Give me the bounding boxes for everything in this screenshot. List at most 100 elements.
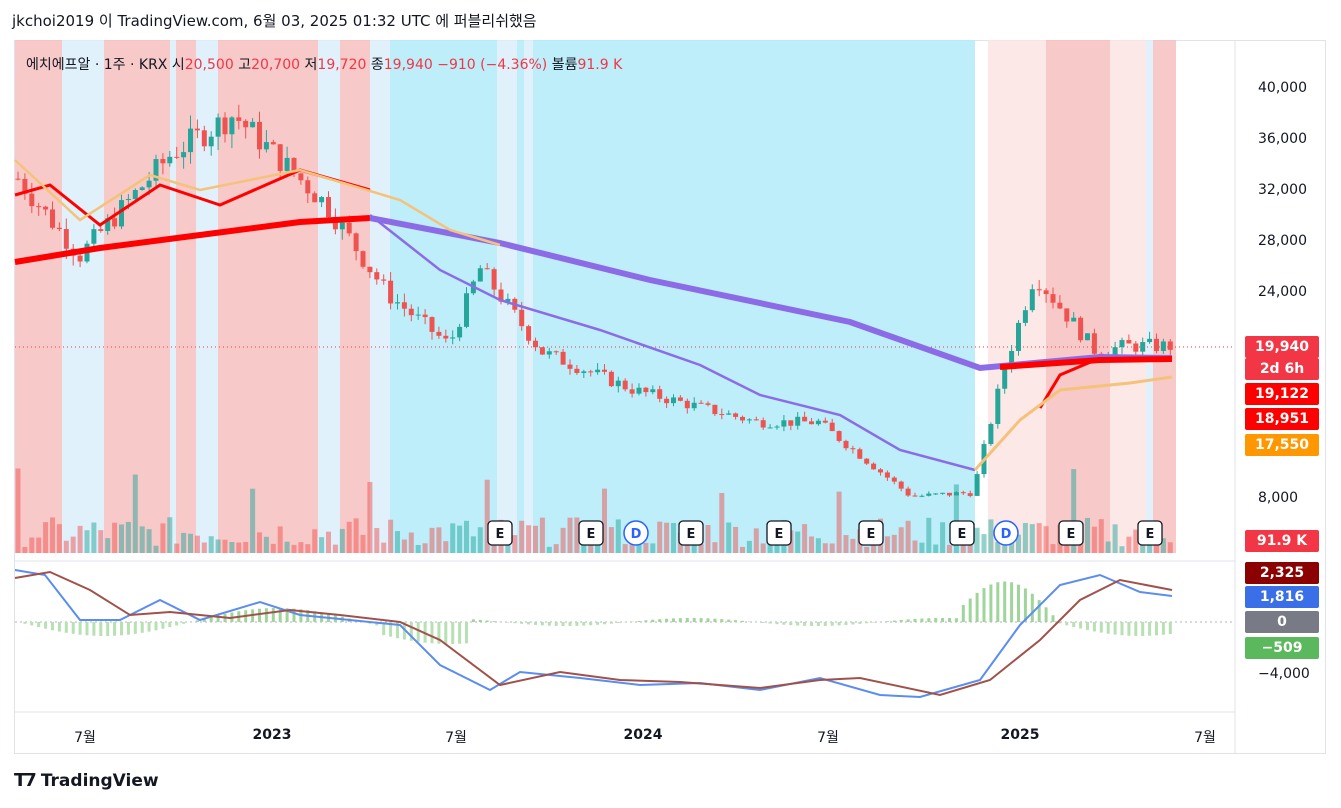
candle-body-23	[174, 156, 180, 158]
earnings-marker-label-4: E	[775, 527, 784, 542]
candle-body-126	[884, 472, 890, 478]
earnings-marker-1	[578, 520, 604, 546]
candle-body-52	[374, 272, 380, 280]
candle-body-30	[222, 117, 228, 135]
candle-body-54	[388, 280, 394, 304]
volume-bar-58	[415, 545, 421, 553]
candle-body-152	[1064, 308, 1070, 322]
candle-body-118	[829, 422, 835, 432]
candle-body-98	[691, 402, 697, 409]
volume-bar-146	[1022, 522, 1028, 553]
legend-high: 20,700	[251, 57, 301, 73]
candle-body-19	[146, 180, 152, 188]
candle-body-99	[698, 402, 704, 404]
candle-body-149	[1043, 290, 1049, 295]
volume-bar-94	[664, 522, 670, 553]
volume-bar-143	[1002, 541, 1008, 553]
volume-bar-49	[353, 518, 359, 553]
background-band-13	[524, 40, 533, 553]
volume-bar-11	[91, 522, 97, 553]
volume-bar-64	[457, 525, 463, 553]
volume-bar-101	[712, 542, 718, 553]
candle-body-67	[477, 268, 483, 282]
volume-bar-65	[464, 520, 469, 553]
dividend-marker-7	[993, 520, 1019, 546]
earnings-marker-5	[858, 520, 884, 546]
volume-bar-157	[1098, 519, 1104, 553]
candle-body-84	[595, 369, 601, 373]
background-band-17	[1110, 40, 1146, 553]
candle-body-63	[450, 337, 456, 339]
candle-body-123	[864, 458, 870, 464]
background-band-1	[62, 40, 104, 553]
candle-body-156	[1091, 333, 1097, 354]
volume-bar-81	[574, 517, 580, 553]
candle-body-101	[712, 404, 718, 415]
legend-close-label: 종	[370, 57, 384, 73]
macd-line-tag: 1,816	[1245, 586, 1319, 608]
candle-body-43	[312, 193, 318, 203]
background-band-4	[176, 40, 196, 553]
macd-tick-minus4000: −4,000	[1258, 666, 1310, 682]
volume-bar-16	[125, 521, 131, 553]
volume-bar-137	[960, 543, 966, 553]
candle-body-103	[726, 413, 732, 415]
candle-body-17	[132, 190, 138, 199]
candle-body-86	[608, 371, 614, 387]
time-label-2023: 2023	[252, 727, 292, 743]
volume-bar-103	[726, 522, 732, 553]
volume-bar-37	[270, 543, 276, 553]
ma-long-red-late	[999, 356, 1173, 370]
volume-bar-155	[1085, 517, 1090, 553]
volume-tag: 91.9 K	[1245, 530, 1319, 552]
volume-bar-160	[1119, 546, 1125, 553]
volume-bar-78	[553, 544, 559, 553]
volume-bar-133	[933, 544, 939, 553]
price-tick-8000: 8,000	[1258, 490, 1299, 506]
candle-body-75	[533, 340, 538, 348]
last-price-tag: 19,940	[1245, 336, 1319, 358]
volume-bar-50	[360, 534, 366, 553]
candle-body-128	[898, 481, 904, 489]
volume-bar-38	[277, 526, 283, 553]
candle-body-89	[629, 389, 635, 394]
candle-body-55	[395, 302, 400, 304]
candle-body-88	[622, 380, 628, 390]
dividend-marker-2	[623, 520, 649, 546]
volume-bar-68	[484, 479, 490, 553]
candle-body-32	[236, 117, 242, 121]
candle-body-165	[1154, 338, 1159, 351]
earnings-marker-0	[487, 520, 513, 546]
candle-body-94	[664, 398, 670, 404]
volume-bar-57	[408, 532, 414, 553]
volume-bar-0	[15, 468, 21, 553]
candle-body-21	[160, 159, 166, 164]
ma-short-orange-early	[14, 159, 501, 247]
volume-bar-104	[733, 526, 739, 553]
candle-body-16	[125, 198, 131, 201]
volume-bar-18	[139, 526, 145, 553]
ma-long-red-early	[14, 215, 371, 265]
candle-body-147	[1029, 289, 1035, 311]
candle-body-40	[291, 157, 297, 174]
candle-body-154	[1078, 317, 1084, 341]
legend-symbol[interactable]: 에치에프알 · 1주 · KRX	[26, 57, 168, 73]
volume-bar-85	[602, 488, 607, 553]
volume-bar-36	[263, 536, 269, 553]
legend-open: 20,500	[184, 57, 234, 73]
candle-body-137	[960, 492, 966, 494]
volume-bar-41	[298, 542, 304, 553]
volume-bar-35	[257, 532, 262, 553]
background-band-16	[1046, 40, 1110, 553]
volume-bar-118	[829, 543, 835, 553]
tradingview-logo[interactable]: T7 TradingView	[14, 770, 159, 791]
candle-body-138	[967, 493, 973, 496]
volume-bar-76	[539, 517, 545, 553]
candle-body-92	[650, 389, 656, 393]
candle-body-44	[319, 197, 325, 203]
candle-body-96	[677, 397, 683, 401]
candle-body-115	[809, 421, 814, 425]
candle-body-61	[436, 331, 442, 336]
volume-bar-77	[546, 546, 552, 553]
